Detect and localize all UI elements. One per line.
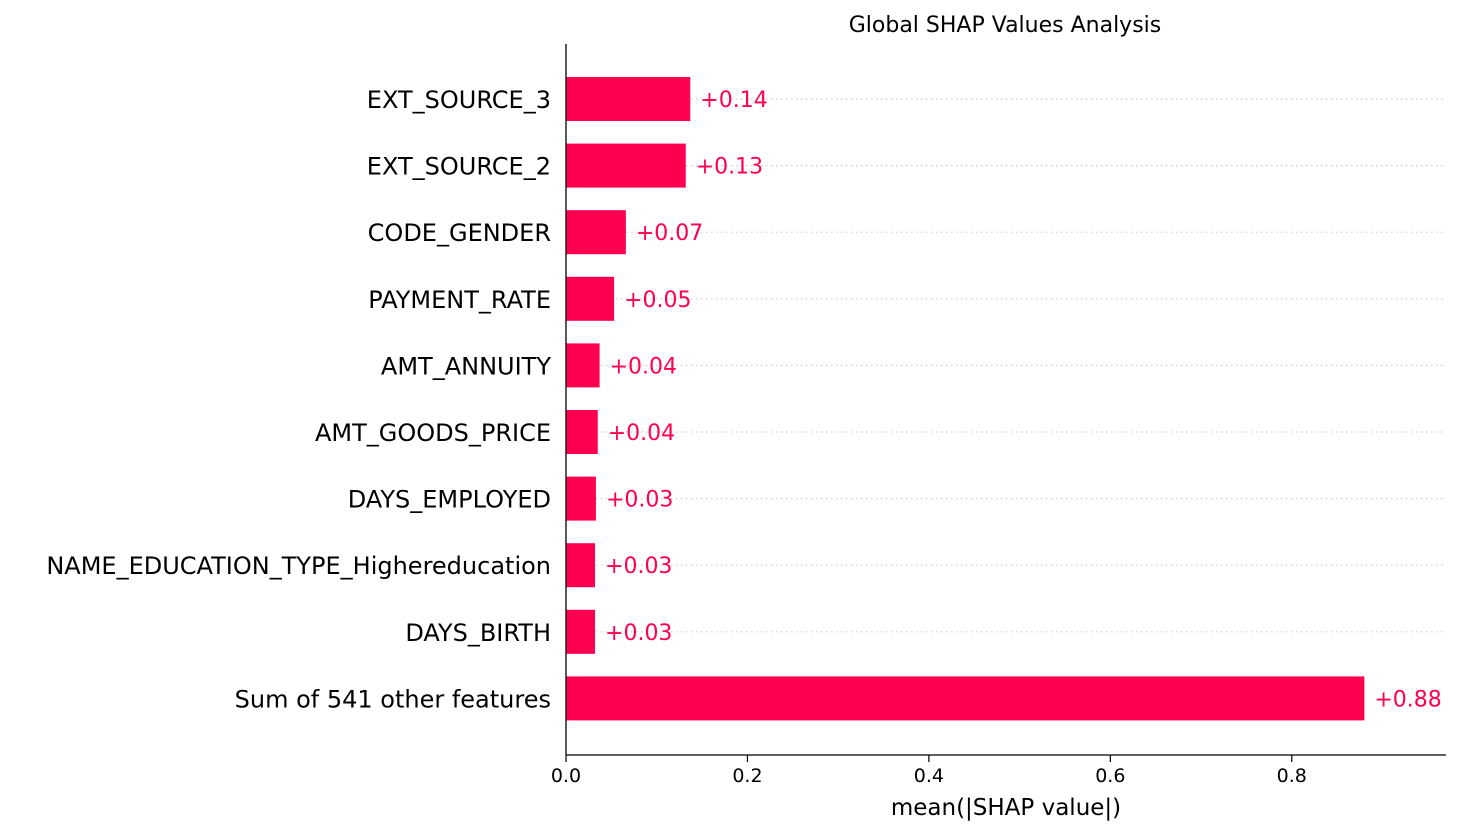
bar-days-employed xyxy=(566,476,596,521)
chart-title: Global SHAP Values Analysis xyxy=(849,13,1162,38)
bar-days-birth xyxy=(566,609,596,654)
category-label: CODE_GENDER xyxy=(368,219,551,247)
category-label: DAYS_EMPLOYED xyxy=(348,486,551,514)
x-tick-label: 0.4 xyxy=(914,765,944,787)
bar-amt-goods-price xyxy=(566,410,598,454)
category-label: AMT_ANNUITY xyxy=(381,352,551,380)
guide-lines xyxy=(566,98,1446,633)
value-label: +0.14 xyxy=(700,88,767,113)
category-label: DAYS_BIRTH xyxy=(405,619,551,647)
x-tick-label: 0.6 xyxy=(1095,765,1125,787)
category-labels-group: EXT_SOURCE_3 EXT_SOURCE_2 CODE_GENDER PAYME… xyxy=(46,86,551,713)
value-label: +0.03 xyxy=(605,554,672,579)
bar-code-gender xyxy=(566,210,626,255)
bar-sum-of-541-other-features xyxy=(566,676,1365,721)
value-label: +0.04 xyxy=(610,354,677,379)
value-label: +0.05 xyxy=(624,288,691,313)
x-tick-label: 0.2 xyxy=(732,765,762,787)
value-labels-group: +0.14 +0.13 +0.07 +0.05 +0.04 +0.04 +0.03 +0.03… xyxy=(605,88,1442,712)
x-tick-label: 0.8 xyxy=(1277,765,1307,787)
bars-group xyxy=(566,77,1365,721)
category-label: NAME_EDUCATION_TYPE_Highereducation xyxy=(46,552,551,580)
x-tick-label: 0.0 xyxy=(551,765,581,787)
x-axis-ticks: 0.0 0.2 0.4 0.6 0.8 xyxy=(551,755,1307,787)
category-label: EXT_SOURCE_2 xyxy=(367,153,551,181)
value-label: +0.13 xyxy=(696,155,763,180)
value-label: +0.88 xyxy=(1374,687,1441,712)
bar-payment-rate xyxy=(566,276,615,321)
category-label: EXT_SOURCE_3 xyxy=(367,86,551,114)
value-label: +0.03 xyxy=(605,621,672,646)
category-label: AMT_GOODS_PRICE xyxy=(315,419,551,447)
bar-ext-source-3 xyxy=(566,77,691,121)
category-label: Sum of 541 other features xyxy=(235,685,551,713)
value-label: +0.03 xyxy=(606,488,673,513)
x-axis-label: mean(|SHAP value|) xyxy=(891,795,1121,821)
bar-amt-annuity xyxy=(566,343,600,388)
bar-ext-source-2 xyxy=(566,143,686,188)
value-label: +0.04 xyxy=(608,421,675,446)
bar-name-education-type-highereducation xyxy=(566,543,596,588)
category-label: PAYMENT_RATE xyxy=(368,286,551,314)
value-label: +0.07 xyxy=(636,221,703,246)
